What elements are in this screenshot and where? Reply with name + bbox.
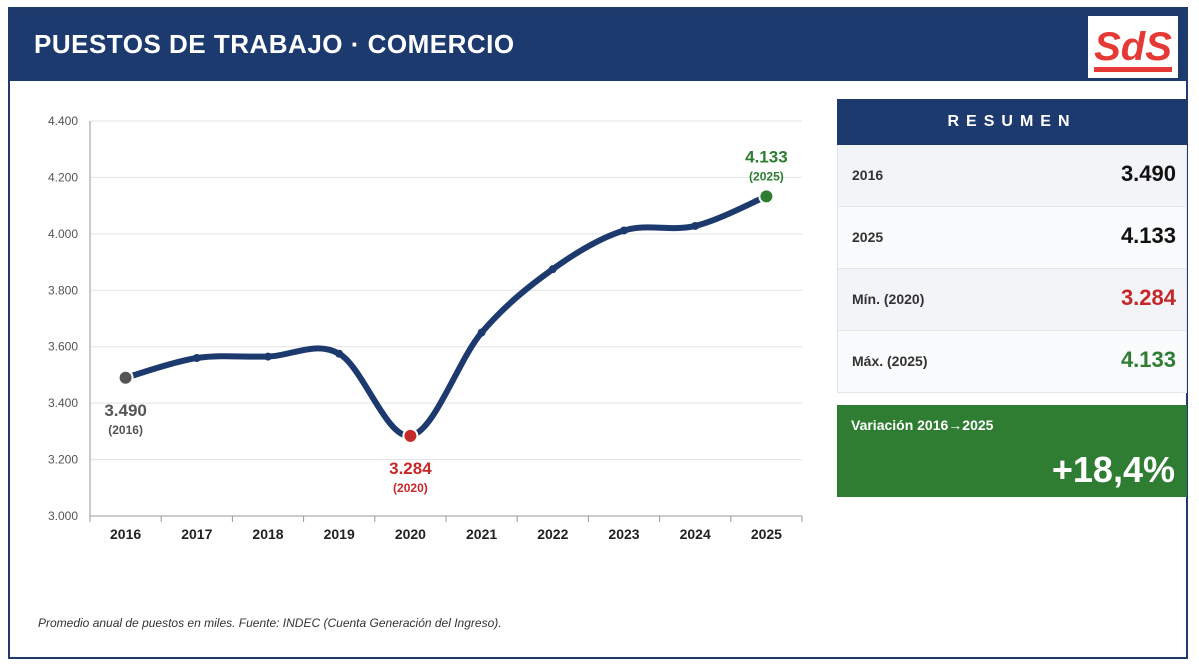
x-tick-label: 2023 (608, 526, 639, 542)
y-tick-label: 4.400 (48, 114, 78, 128)
y-tick-label: 3.200 (48, 453, 78, 467)
summary-title: RESUMEN (837, 99, 1187, 145)
annotation-year: (2016) (108, 423, 143, 437)
data-point (548, 265, 557, 274)
annotation-value: 3.490 (104, 401, 147, 420)
x-tick-label: 2018 (252, 526, 283, 542)
y-tick-label: 3.000 (48, 509, 78, 523)
highlight-point (402, 427, 419, 444)
data-point (192, 354, 201, 362)
data-point (264, 352, 272, 361)
summary-panel: RESUMEN 2016 3.490 2025 4.133 Mín. (2020) 3.2… (837, 99, 1187, 497)
x-tick-label: 2016 (110, 526, 141, 542)
summary-row: 2025 4.133 (837, 207, 1187, 269)
summary-row: 2016 3.490 (837, 145, 1187, 207)
data-point (620, 226, 628, 235)
summary-row: Mín. (2020) 3.284 (837, 269, 1187, 331)
summary-row-label: 2016 (852, 167, 884, 183)
x-tick-label: 2017 (181, 526, 212, 542)
data-point (477, 328, 486, 337)
annotation-year: (2025) (749, 169, 784, 183)
variation-value: +18,4% (1051, 449, 1175, 490)
dashboard-frame: PUESTOS DE TRABAJO · COMERCIO SdS 3.000 3… (8, 7, 1188, 659)
summary-row: Máx. (2025) 4.133 (837, 331, 1187, 393)
line-chart: 3.000 3.200 3.400 3.600 3.800 4.000 4.200 4.400… (48, 114, 803, 542)
x-tick-label: 2025 (751, 526, 782, 542)
sds-logo: SdS (1088, 16, 1178, 78)
summary-row-value: 3.490 (1120, 161, 1176, 186)
x-tick-label: 2020 (395, 526, 426, 542)
summary-row-value: 4.133 (1120, 223, 1176, 248)
data-point (691, 221, 700, 230)
data-point (335, 349, 344, 358)
variation-label: Variación 2016→2025 (851, 417, 994, 433)
x-tick-label: 2022 (537, 526, 568, 542)
summary-row-label: Máx. (2025) (852, 353, 928, 369)
highlight-point (758, 188, 775, 205)
series-line (122, 193, 770, 439)
y-tick-label: 3.800 (48, 283, 78, 297)
y-tick-label: 4.200 (48, 170, 78, 184)
y-tick-label: 4.000 (48, 227, 78, 241)
x-tick-label: 2024 (680, 526, 711, 542)
annotation-value: 3.284 (389, 459, 432, 478)
summary-row-label: Mín. (2020) (852, 291, 925, 307)
header-bar: PUESTOS DE TRABAJO · COMERCIO SdS (10, 9, 1186, 81)
summary-row-value: 3.284 (1120, 285, 1176, 310)
variation-card: Variación 2016→2025 +18,4% (837, 405, 1187, 497)
summary-row-value: 4.133 (1120, 347, 1176, 372)
y-tick-label: 3.600 (48, 340, 78, 354)
highlight-point (117, 369, 134, 386)
summary-row-label: 2025 (852, 229, 884, 245)
annotation-year: (2020) (393, 481, 428, 495)
x-tick-label: 2021 (466, 526, 497, 542)
footnote: Promedio anual de puestos en miles. Fuen… (38, 616, 502, 630)
annotation-value: 4.133 (745, 147, 788, 166)
x-tick-label: 2019 (324, 526, 355, 542)
y-tick-label: 3.400 (48, 396, 78, 410)
page-title: PUESTOS DE TRABAJO · COMERCIO (34, 29, 515, 59)
logo-lettering: SdS (1094, 25, 1172, 69)
